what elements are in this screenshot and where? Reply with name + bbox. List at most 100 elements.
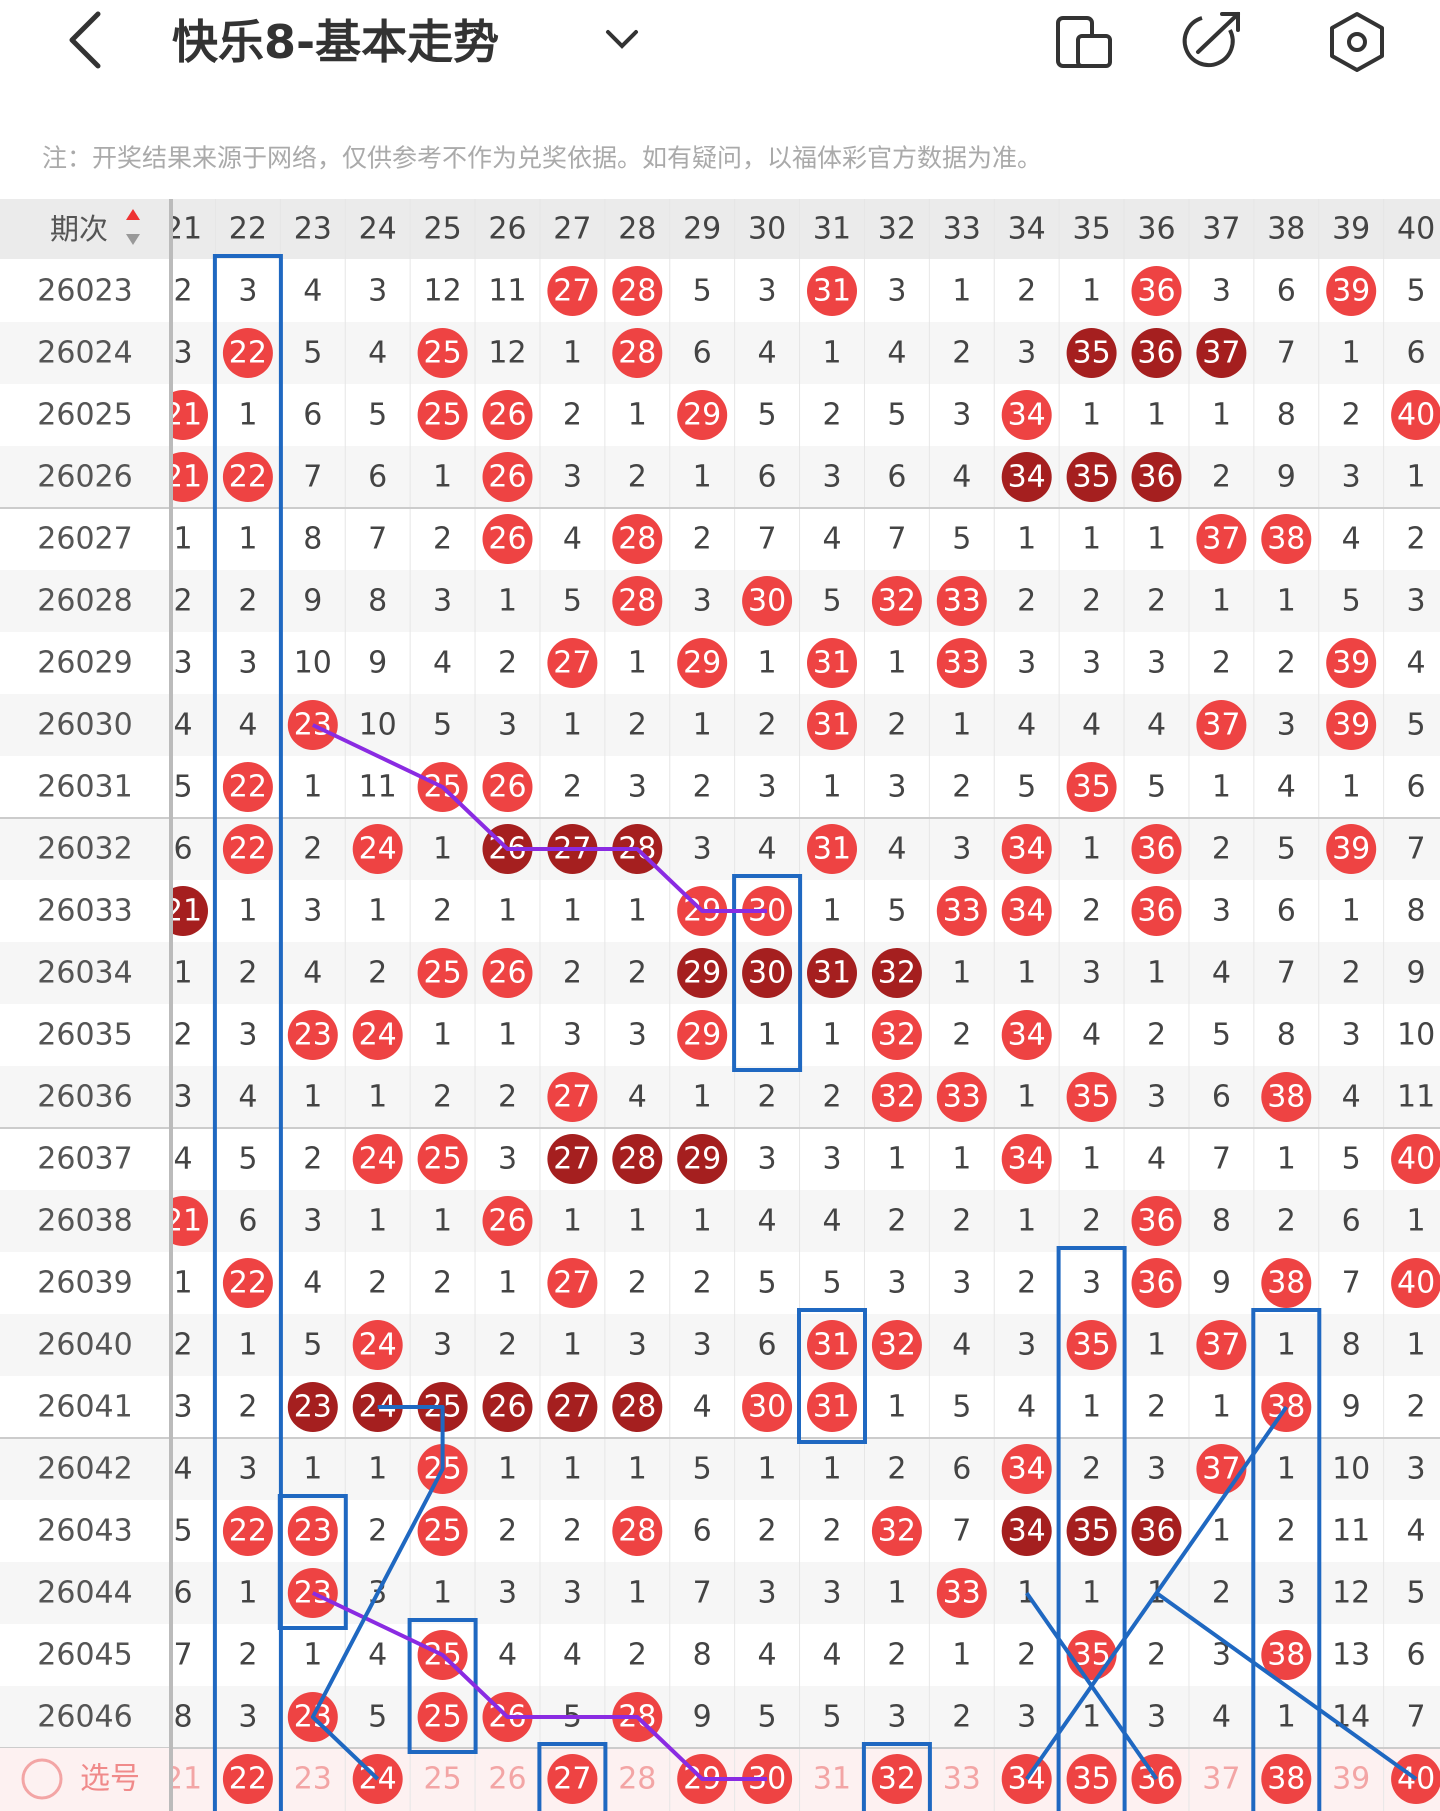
ball-number: 30 <box>748 956 786 991</box>
cell-number: 4 <box>822 522 841 557</box>
row-stripe <box>0 694 171 756</box>
ball-number: 40 <box>1397 398 1435 433</box>
cell-number: 12 <box>1332 1576 1370 1611</box>
ball <box>482 1196 533 1246</box>
issue-number: 26025 <box>37 398 132 433</box>
cell-number: 7 <box>952 1514 971 1549</box>
cell-number: 10 <box>294 646 332 681</box>
cell-number: 2 <box>1212 1576 1231 1611</box>
ball-number: 34 <box>1008 1452 1046 1487</box>
ball <box>612 266 663 316</box>
ball-number: 34 <box>1008 894 1046 929</box>
ball <box>222 762 273 812</box>
select-radio[interactable] <box>21 1758 63 1800</box>
ball-number: 35 <box>1073 1514 1111 1549</box>
cell-number: 6 <box>758 1328 777 1363</box>
ball <box>482 514 533 564</box>
annotation-box <box>861 1742 932 1811</box>
annotation-line <box>311 723 768 913</box>
ball <box>936 1568 987 1618</box>
ball <box>1066 1506 1117 1556</box>
cell-number: 4 <box>1407 1514 1426 1549</box>
cell-number: 1 <box>1212 584 1231 619</box>
cell-number: 3 <box>238 274 257 309</box>
cell-number: 3 <box>693 832 712 867</box>
cell-number: 4 <box>238 1080 257 1115</box>
ball <box>1131 266 1182 316</box>
cell-number: 2 <box>563 1514 582 1549</box>
ball <box>1066 1072 1117 1122</box>
share-button[interactable] <box>1182 12 1240 68</box>
ball-number: 27 <box>553 1390 591 1425</box>
ball-number: 29 <box>683 646 721 681</box>
ball <box>222 1506 273 1556</box>
column-header: 23 <box>294 212 332 247</box>
cell-number: 3 <box>887 1700 906 1735</box>
issue-number: 26046 <box>37 1700 132 1735</box>
ball <box>1001 1506 1052 1556</box>
ball <box>547 1072 598 1122</box>
row-stripe <box>0 1686 1440 1748</box>
cell-number: 3 <box>173 646 192 681</box>
row-stripe <box>0 1562 1440 1624</box>
issue-number: 26028 <box>37 584 132 619</box>
ball-number: 31 <box>813 708 851 743</box>
ball <box>677 638 728 688</box>
dropdown-icon[interactable] <box>606 30 638 49</box>
cell-number: 4 <box>887 832 906 867</box>
cell-number: 6 <box>368 460 387 495</box>
ball <box>352 1010 403 1060</box>
ball-number: 37 <box>1202 708 1240 743</box>
cell-number: 3 <box>758 1576 777 1611</box>
cell-number: 4 <box>1017 1390 1036 1425</box>
cell-number: 2 <box>1082 894 1101 929</box>
cell-number: 6 <box>1342 1204 1361 1239</box>
ball-number: 27 <box>553 1762 591 1797</box>
annotation-box <box>1056 1246 1127 1811</box>
ball-number: 22 <box>229 336 267 371</box>
back-button[interactable] <box>69 11 101 69</box>
cell-number: 26 <box>488 1762 526 1797</box>
cell-number: 1 <box>1017 1080 1036 1115</box>
cell-number: 4 <box>433 646 452 681</box>
cell-number: 1 <box>1212 398 1231 433</box>
cell-number: 3 <box>173 1080 192 1115</box>
row-stripe <box>0 1438 171 1500</box>
cell-number: 3 <box>1342 460 1361 495</box>
annotation-box <box>277 1494 348 1630</box>
cell-number: 3 <box>758 274 777 309</box>
column-header: 39 <box>1332 212 1370 247</box>
cell-number: 7 <box>1407 832 1426 867</box>
page-title: 快乐8-基本走势 <box>172 15 499 69</box>
ball <box>1001 886 1052 936</box>
ball <box>807 266 857 316</box>
cell-number: 1 <box>1017 956 1036 991</box>
ball <box>677 1010 728 1060</box>
ball <box>1326 700 1377 750</box>
cell-number: 1 <box>952 956 971 991</box>
cell-number: 23 <box>294 1762 332 1797</box>
cell-number: 1 <box>563 1204 582 1239</box>
cell-number: 7 <box>173 1638 192 1673</box>
cell-number: 2 <box>1277 1514 1296 1549</box>
cell-number: 1 <box>952 1142 971 1177</box>
footer-label: 选号 <box>80 1762 140 1797</box>
layout-button[interactable] <box>1056 16 1112 68</box>
cell-number: 1 <box>563 336 582 371</box>
issue-number: 26026 <box>37 460 132 495</box>
column-header: 40 <box>1397 212 1435 247</box>
cell-number: 3 <box>1212 274 1231 309</box>
ball <box>547 266 598 316</box>
cell-number: 3 <box>1277 1576 1296 1611</box>
ball-number: 22 <box>229 770 267 805</box>
cell-number: 9 <box>368 646 387 681</box>
cell-number: 3 <box>563 1018 582 1053</box>
ball <box>482 948 533 998</box>
settings-button[interactable] <box>1330 12 1384 72</box>
cell-number: 1 <box>822 770 841 805</box>
cell-number: 3 <box>238 646 257 681</box>
ball-number: 25 <box>424 1142 462 1177</box>
ball-number: 26 <box>488 522 526 557</box>
cell-number: 1 <box>887 1142 906 1177</box>
cell-number: 6 <box>303 398 322 433</box>
